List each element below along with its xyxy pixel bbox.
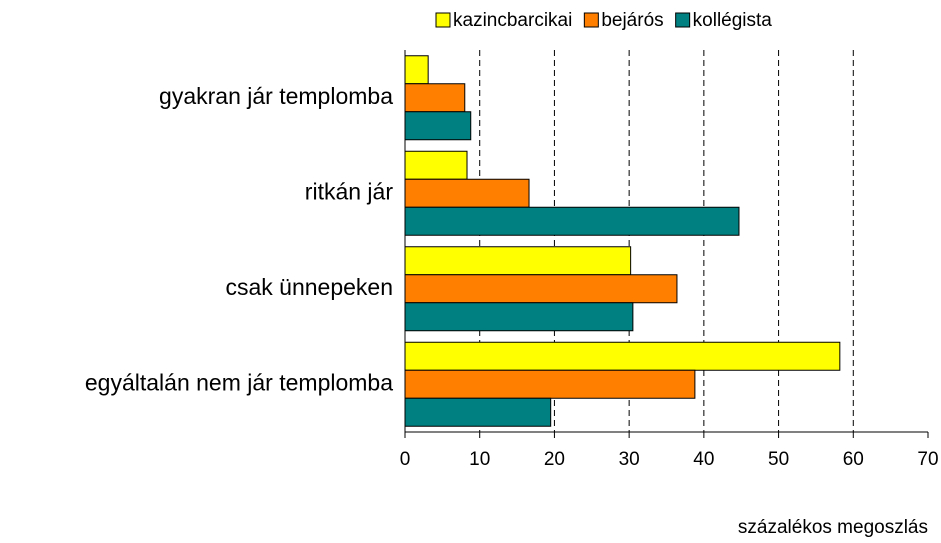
bar: [404, 83, 466, 113]
bar: [404, 369, 696, 399]
legend-swatch: [583, 12, 599, 28]
bar: [404, 178, 530, 208]
x-tick-label: 40: [693, 449, 714, 470]
bar: [404, 246, 632, 276]
legend-label: kazincbarcikai: [453, 10, 572, 31]
legend-label: bejárós: [601, 10, 663, 31]
x-tick-label: 10: [469, 449, 490, 470]
bar: [404, 150, 468, 180]
x-tick-label: 20: [544, 449, 565, 470]
bar: [404, 111, 472, 141]
legend-label: kollégista: [693, 10, 773, 31]
x-tick-label: 0: [400, 449, 411, 470]
bar: [404, 341, 841, 371]
y-tick-label: csak ünnepeken: [225, 274, 393, 300]
bar: [404, 55, 429, 85]
x-tick-label: 60: [843, 449, 864, 470]
y-tick-label: gyakran jár templomba: [159, 83, 393, 109]
legend-swatch: [675, 12, 691, 28]
legend-swatch: [435, 12, 451, 28]
bar: [404, 206, 740, 236]
x-tick-label: 30: [619, 449, 640, 470]
x-tick-label: 70: [917, 449, 938, 470]
bar: [404, 274, 678, 304]
bar: [404, 397, 552, 427]
bar: [404, 302, 634, 332]
y-tick-label: egyáltalán nem jár templomba: [85, 369, 393, 395]
x-axis-label: százalékos megoszlás: [738, 517, 928, 538]
x-tick-label: 50: [768, 449, 789, 470]
y-tick-label: ritkán jár: [305, 178, 394, 204]
